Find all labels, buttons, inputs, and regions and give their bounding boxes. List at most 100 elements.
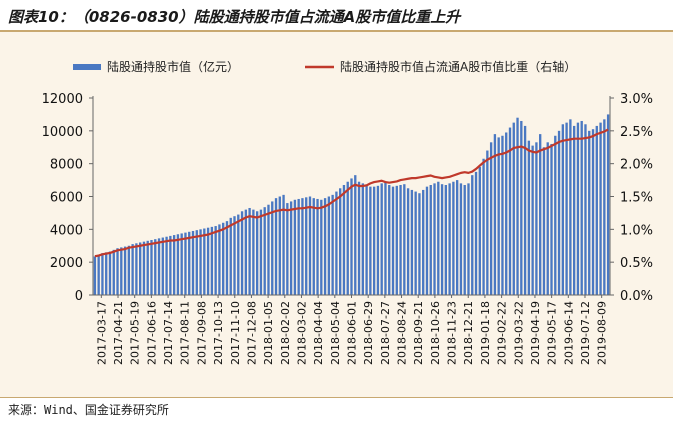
bar: [603, 119, 606, 295]
bar: [237, 214, 240, 295]
y-right-tick-label: 2.0%: [620, 158, 653, 173]
y-left-tick-label: 12000: [42, 92, 83, 107]
bar: [293, 199, 297, 295]
bar: [346, 181, 349, 295]
bar: [463, 185, 466, 295]
bar: [116, 248, 119, 295]
bar: [572, 125, 576, 295]
bar: [191, 230, 195, 295]
x-tick-label: 2019-01-18: [479, 301, 492, 365]
bar: [297, 198, 300, 295]
x-tick-label: 2017-10-13: [212, 301, 225, 365]
bar: [459, 183, 463, 295]
bar: [471, 175, 474, 295]
bar: [406, 188, 410, 295]
y-right-tick-label: 0.5%: [620, 256, 653, 271]
x-tick-label: 2019-06-14: [562, 301, 575, 365]
bar: [210, 226, 214, 295]
bar: [123, 246, 127, 295]
bar: [282, 194, 285, 295]
bar: [289, 201, 293, 295]
bar: [180, 233, 183, 295]
bar: [255, 211, 259, 295]
bar: [108, 251, 112, 295]
bar: [399, 185, 402, 295]
bar: [206, 227, 210, 295]
bar: [535, 142, 538, 295]
bar: [467, 183, 470, 295]
source-divider: [0, 397, 673, 398]
bar: [584, 124, 587, 296]
bar: [339, 188, 342, 295]
bar-series: [93, 114, 610, 296]
bar: [478, 166, 481, 295]
bar: [516, 117, 519, 295]
bar: [233, 216, 236, 295]
line-series: [94, 128, 609, 258]
bar: [410, 189, 414, 295]
y-left-tick-label: 2000: [50, 256, 83, 271]
legend-bar-swatch: [73, 64, 101, 70]
x-tick-label: 2019-03-22: [512, 301, 525, 365]
bar: [550, 143, 553, 295]
bar: [444, 185, 448, 295]
x-tick-label: 2018-07-27: [379, 301, 392, 365]
y-left-tick-label: 0: [75, 289, 83, 304]
x-tick-label: 2017-11-10: [229, 301, 242, 365]
chart-title: 图表10：（0826-0830）陆股通持股市值占流通A股市值比重上升: [8, 8, 461, 26]
bar: [561, 124, 564, 296]
x-tick-label: 2018-06-29: [362, 301, 375, 365]
bar: [214, 226, 217, 295]
bar: [188, 231, 191, 295]
bar: [505, 132, 508, 295]
bar: [259, 209, 263, 295]
bar: [267, 204, 270, 295]
x-tick-label: 2017-04-21: [112, 301, 125, 365]
bar: [489, 142, 493, 295]
bar: [527, 140, 531, 295]
bar: [554, 135, 557, 295]
source-note: 来源：Wind、国金证券研究所: [8, 403, 169, 417]
y-left-tick-label: 4000: [50, 223, 83, 238]
x-tick-label: 2018-10-26: [429, 301, 442, 365]
bar: [286, 203, 289, 295]
legend-label-bar: 陆股通持股市值（亿元）: [107, 59, 239, 74]
x-tick-label: 2018-04-04: [312, 301, 325, 365]
bar: [146, 240, 149, 295]
bar: [195, 230, 198, 295]
x-tick-label: 2019-07-12: [579, 301, 592, 365]
bar: [169, 235, 172, 295]
bar: [437, 181, 440, 295]
y-left-tick-label: 6000: [50, 191, 83, 206]
bar: [240, 211, 244, 295]
y-right-tick-label: 1.0%: [620, 223, 653, 238]
bar: [176, 234, 180, 295]
bar: [539, 134, 542, 295]
bar: [222, 222, 225, 295]
bar: [580, 120, 583, 295]
bar: [131, 244, 134, 295]
x-tick-label: 2018-06-01: [346, 301, 359, 365]
bar: [157, 238, 161, 295]
bar: [97, 254, 100, 295]
bar: [203, 228, 206, 295]
bar: [244, 209, 248, 295]
bar: [595, 125, 598, 295]
bar: [376, 185, 380, 295]
bar: [508, 127, 512, 295]
bar: [218, 224, 221, 295]
bar: [448, 183, 451, 295]
y-right-tick-label: 2.5%: [620, 125, 653, 140]
bar: [112, 249, 115, 295]
bar: [565, 122, 568, 296]
y-right-tick-label: 3.0%: [620, 92, 653, 107]
x-tick-label: 2018-12-21: [462, 301, 475, 365]
bar: [482, 158, 485, 295]
bar: [301, 198, 304, 295]
bar: [606, 114, 610, 295]
x-tick-label: 2017-06-16: [145, 301, 158, 365]
x-tick-label: 2018-02-02: [279, 301, 292, 365]
title-divider: [0, 30, 673, 32]
bar: [139, 242, 142, 295]
bar: [165, 236, 168, 295]
